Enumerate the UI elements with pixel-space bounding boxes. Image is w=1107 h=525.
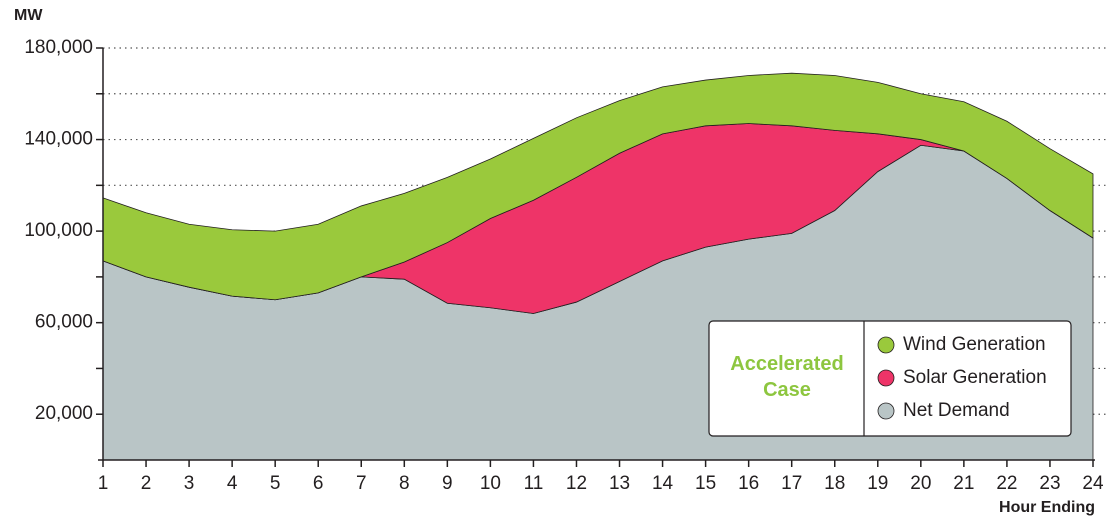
legend-label: Solar Generation bbox=[903, 367, 1047, 388]
y-tick-label: 180,000 bbox=[24, 37, 93, 58]
x-tick-label: 8 bbox=[399, 473, 410, 494]
x-tick-label: 21 bbox=[953, 473, 974, 494]
x-tick-label: 14 bbox=[652, 473, 674, 494]
legend-title: Accelerated Case bbox=[730, 353, 843, 401]
y-axis-label: MW bbox=[14, 7, 43, 24]
x-tick-label: 23 bbox=[1039, 473, 1060, 494]
y-tick-label: 100,000 bbox=[24, 220, 93, 241]
x-tick-label: 13 bbox=[609, 473, 630, 494]
x-tick-label: 1 bbox=[98, 473, 109, 494]
x-tick-label: 7 bbox=[356, 473, 367, 494]
legend-label: Wind Generation bbox=[903, 334, 1046, 355]
x-tick-label: 17 bbox=[781, 473, 802, 494]
x-tick-label: 6 bbox=[313, 473, 324, 494]
x-tick-label: 11 bbox=[524, 473, 544, 494]
x-tick-label: 12 bbox=[566, 473, 587, 494]
x-tick-label: 3 bbox=[184, 473, 195, 494]
legend-swatch bbox=[877, 369, 895, 387]
x-tick-label: 16 bbox=[738, 473, 759, 494]
legend-swatch bbox=[877, 336, 895, 354]
x-tick-label: 2 bbox=[141, 473, 152, 494]
y-tick-label: 60,000 bbox=[35, 312, 93, 333]
area bbox=[102, 72, 1094, 301]
x-tick-label: 24 bbox=[1082, 473, 1104, 494]
x-axis-label: Hour Ending bbox=[999, 499, 1095, 516]
y-tick-label: 140,000 bbox=[24, 129, 93, 150]
x-tick-label: 10 bbox=[480, 473, 501, 494]
x-tick-label: 9 bbox=[442, 473, 453, 494]
x-tick-label: 19 bbox=[867, 473, 888, 494]
legend-label: Net Demand bbox=[903, 400, 1010, 421]
x-tick-label: 22 bbox=[996, 473, 1017, 494]
x-tick-label: 5 bbox=[270, 473, 281, 494]
x-tick-label: 15 bbox=[695, 473, 716, 494]
legend-swatch bbox=[877, 402, 895, 420]
y-tick-label: 20,000 bbox=[35, 403, 93, 424]
x-tick-label: 20 bbox=[910, 473, 931, 494]
x-tick-label: 18 bbox=[824, 473, 845, 494]
x-tick-label: 4 bbox=[227, 473, 238, 494]
